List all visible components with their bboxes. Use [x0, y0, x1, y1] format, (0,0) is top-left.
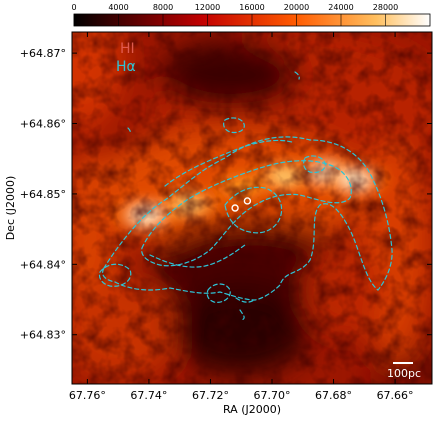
x-tick-label: 67.70°	[254, 389, 291, 402]
colorbar-tick-label: 28000	[373, 3, 398, 12]
x-tick-label: 67.76°	[69, 389, 106, 402]
legend-halpha-label: Hα	[116, 59, 136, 75]
halpha-contour-south-lobe	[206, 283, 231, 303]
halpha-contour-west-fleck	[127, 127, 131, 135]
x-tick-label: 67.74°	[130, 389, 167, 402]
x-tick-label: 67.72°	[192, 389, 229, 402]
hi-mottle	[72, 32, 432, 384]
colorbar-tick-label: 16000	[239, 3, 264, 12]
y-tick-label: +64.84°	[20, 258, 66, 271]
legend-hi-label: HI	[120, 41, 135, 57]
colorbar-ticks: 0 4000 8000 12000 16000 20000 24000 28000	[71, 3, 398, 26]
colorbar-tick-label: 4000	[108, 3, 128, 12]
scale-bar-line	[393, 362, 413, 364]
source-marker	[243, 197, 252, 205]
y-tick-label: +64.86°	[20, 118, 66, 131]
y-tick-label: +64.83°	[20, 329, 66, 342]
colorbar-tick-label: 20000	[284, 3, 309, 12]
colorbar-tick-label: 8000	[153, 3, 173, 12]
halpha-contour-inner	[224, 186, 283, 234]
scale-bar-label: 100pc	[387, 367, 421, 380]
y-tick-label: +64.87°	[20, 47, 66, 60]
halpha-contour-shell	[141, 160, 352, 267]
source-markers	[231, 197, 252, 212]
y-tick-label: +64.85°	[20, 188, 66, 201]
x-tick-label: 67.66°	[377, 389, 414, 402]
halpha-contour-south-tail	[235, 297, 255, 321]
halpha-contour-east-knot	[303, 155, 326, 174]
scale-bar: 100pc	[387, 362, 421, 380]
halpha-contour-lower	[149, 244, 246, 268]
colorbar: 0 4000 8000 12000 16000 20000 24000 28000	[71, 3, 431, 27]
map-frame	[71, 31, 433, 385]
y-axis-ticks: +64.87° +64.86° +64.85° +64.84° +64.83°	[20, 47, 432, 342]
colorbar-tick-label: 0	[71, 3, 76, 12]
halpha-contour-knot-nw	[223, 117, 245, 134]
colorbar-tick-label: 12000	[195, 3, 220, 12]
x-axis-label: RA (J2000)	[223, 403, 281, 416]
legend: HI Hα	[116, 41, 136, 75]
halpha-contour-knot-sw	[98, 263, 132, 287]
halpha-contour-arc	[164, 139, 293, 187]
map-panel	[72, 32, 432, 384]
halpha-contours	[98, 71, 393, 321]
halpha-contour-north-fleck	[294, 71, 300, 80]
source-marker	[231, 204, 239, 212]
colorbar-tick-label: 24000	[328, 3, 353, 12]
x-axis-ticks: 67.76° 67.74° 67.72° 67.70° 67.68° 67.66°	[69, 32, 414, 402]
halpha-contour-outer	[102, 136, 393, 301]
x-tick-label: 67.68°	[315, 389, 352, 402]
y-axis-label: Dec (J2000)	[4, 176, 17, 241]
